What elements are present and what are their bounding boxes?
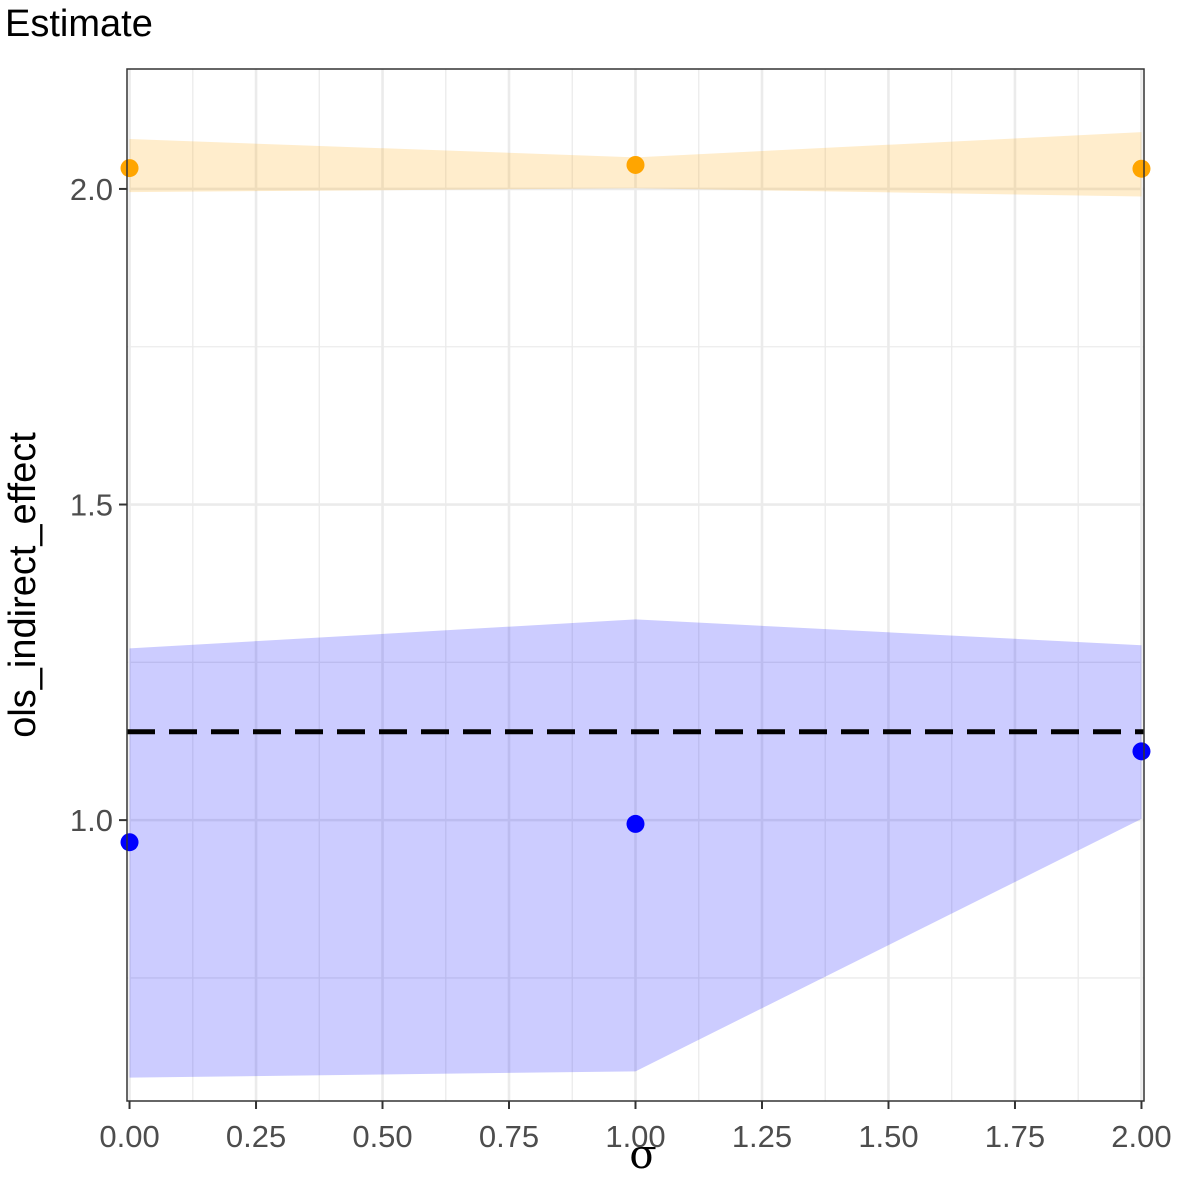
- data-point-series1: [120, 833, 139, 852]
- data-point-series0: [120, 159, 139, 178]
- y-tick-label: 1.5: [70, 488, 113, 523]
- x-tick-label: 0.25: [226, 1119, 286, 1154]
- x-tick-label: 0.00: [99, 1119, 159, 1154]
- data-points: [120, 155, 1151, 852]
- data-point-series0: [626, 155, 645, 174]
- data-point-series1: [626, 814, 645, 833]
- y-tick-label: 2.0: [70, 172, 113, 207]
- x-axis-ticks: 0.00 0.25 0.50 0.75 1.00 1.25 1.50 1.75 2.00: [99, 1101, 1172, 1154]
- x-tick-label: 1.50: [858, 1119, 918, 1154]
- x-tick-label: 1.25: [732, 1119, 792, 1154]
- x-tick-label: 1.00: [605, 1119, 665, 1154]
- x-tick-label: 0.50: [352, 1119, 412, 1154]
- major-gridlines: [127, 69, 1144, 1101]
- chart-title: Estimate: [5, 3, 153, 45]
- x-tick-label: 2.00: [1111, 1119, 1171, 1154]
- x-axis-title: σ: [629, 1132, 656, 1178]
- y-tick-label: 1.0: [70, 803, 113, 838]
- data-point-series0: [1132, 159, 1151, 178]
- x-tick-label: 1.75: [985, 1119, 1045, 1154]
- y-axis-ticks: 1.0 1.5 2.0: [70, 172, 127, 838]
- y-axis-title: ols_indirect_effect: [2, 432, 44, 738]
- data-point-series1: [1132, 742, 1151, 761]
- x-tick-label: 0.75: [479, 1119, 539, 1154]
